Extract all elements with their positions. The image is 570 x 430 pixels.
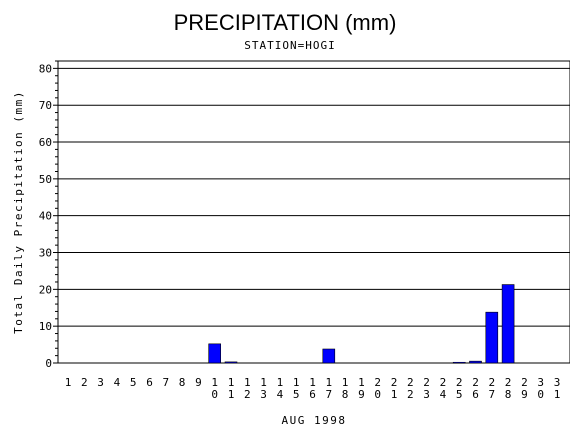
y-tick-label: 20 xyxy=(39,283,52,296)
x-tick-label: 6 xyxy=(146,376,153,389)
chart-title: PRECIPITATION (mm) xyxy=(174,10,397,35)
plot-frame xyxy=(57,60,570,364)
y-tick-label: 70 xyxy=(39,99,52,112)
y-tick-label: 50 xyxy=(39,173,52,186)
x-tick-label: 1 xyxy=(65,376,72,389)
bar-day-28 xyxy=(501,284,515,364)
y-tick-label: 0 xyxy=(45,357,52,370)
x-tick-label: 8 xyxy=(179,376,186,389)
bar-day-11 xyxy=(224,361,238,364)
y-axis-label: Total Daily Precipitation (mm) xyxy=(12,90,25,334)
x-tick-label: 4 xyxy=(114,376,121,389)
bar-day-26 xyxy=(469,360,482,364)
x-tick-label: 3 xyxy=(97,376,104,389)
bar-day-25 xyxy=(452,361,466,364)
y-tick-label: 40 xyxy=(39,210,52,223)
bar-day-10 xyxy=(208,343,221,364)
x-tick-label: 2 xyxy=(81,376,88,389)
y-tick-label: 30 xyxy=(39,247,52,260)
bar-day-27 xyxy=(485,311,499,364)
x-tick-label: 9 xyxy=(195,376,202,389)
chart-subtitle: STATION=HOGI xyxy=(244,39,335,52)
y-tick-label: 60 xyxy=(39,136,52,149)
y-axis-ticks: 0 10 20 30 40 50 60 70 80 xyxy=(39,60,58,370)
bars xyxy=(208,284,515,364)
x-tick-label: 5 xyxy=(130,376,137,389)
y-tick-label: 10 xyxy=(39,320,52,333)
x-axis-label: AUG 1998 xyxy=(282,414,347,427)
x-tick-label: 7 xyxy=(162,376,169,389)
grid-lines xyxy=(58,67,570,327)
x-axis-ticks: 1 2 3 4 5 6 7 8 9 1 01 11 21 31 41 51 61 71 81 92 02 12 22 32 42… xyxy=(65,376,561,401)
bar-day-17 xyxy=(322,348,336,364)
y-tick-label: 80 xyxy=(39,62,52,75)
